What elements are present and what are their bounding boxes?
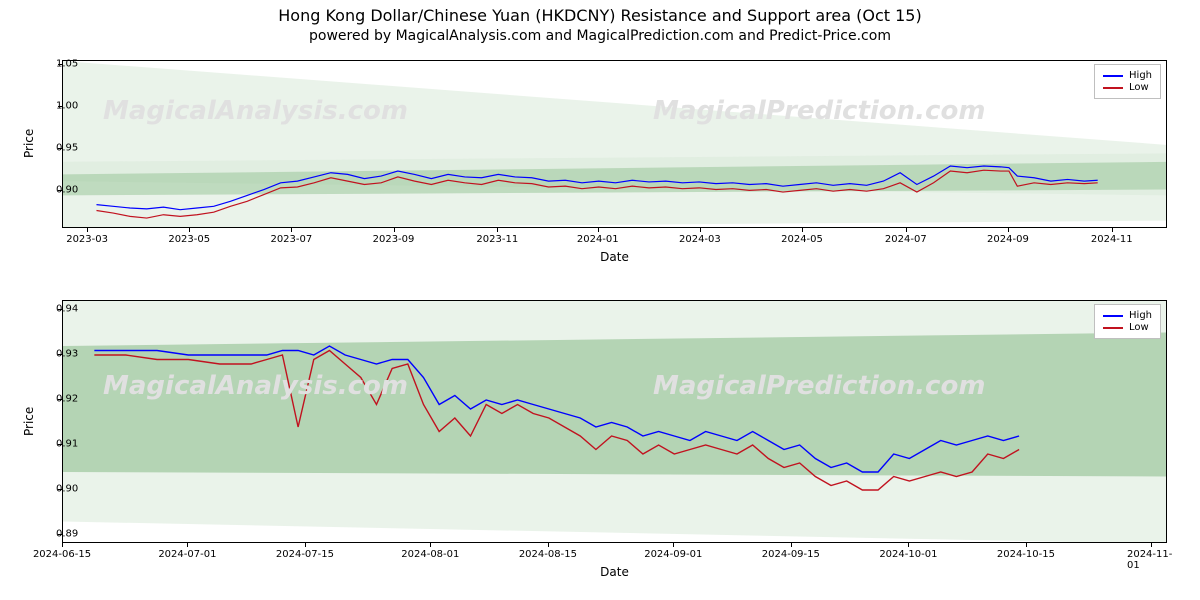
chart-title: Hong Kong Dollar/Chinese Yuan (HKDCNY) R… (0, 6, 1200, 25)
legend-swatch (1103, 327, 1123, 329)
legend: HighLow (1094, 304, 1161, 339)
xtick-label: 2023-11 (476, 234, 518, 245)
xtick-label: 2024-10-01 (879, 549, 937, 560)
legend-item: High (1103, 70, 1152, 81)
xtick-label: 2024-07 (885, 234, 927, 245)
xtick-label: 2023-09 (373, 234, 415, 245)
ylabel-bottom: Price (22, 406, 36, 435)
ylabel-top: Price (22, 129, 36, 158)
xtick-label: 2024-10-15 (997, 549, 1055, 560)
xtick-label: 2024-11 (1091, 234, 1133, 245)
legend-item: Low (1103, 82, 1152, 93)
xtick-label: 2024-11-01 (1127, 549, 1176, 571)
xtick-label: 2024-03 (679, 234, 721, 245)
xtick-label: 2024-09 (987, 234, 1029, 245)
xtick-label: 2024-08-15 (519, 549, 577, 560)
legend-label: High (1129, 310, 1152, 321)
xtick-label: 2024-08-01 (401, 549, 459, 560)
legend-swatch (1103, 87, 1123, 89)
legend-item: High (1103, 310, 1152, 321)
xtick-label: 2024-05 (781, 234, 823, 245)
plot-top (63, 61, 1167, 228)
xtick-label: 2024-09-01 (644, 549, 702, 560)
legend: HighLow (1094, 64, 1161, 99)
figure: Hong Kong Dollar/Chinese Yuan (HKDCNY) R… (0, 0, 1200, 600)
xlabel-bottom: Date (62, 565, 1167, 579)
legend-label: High (1129, 70, 1152, 81)
xtick-label: 2024-07-15 (276, 549, 334, 560)
xtick-label: 2024-01 (577, 234, 619, 245)
plot-bottom (63, 301, 1167, 543)
chart-subtitle: powered by MagicalAnalysis.com and Magic… (0, 28, 1200, 44)
panel-top: MagicalAnalysis.com MagicalPrediction.co… (62, 60, 1167, 228)
legend-item: Low (1103, 322, 1152, 333)
xtick-label: 2023-05 (168, 234, 210, 245)
legend-label: Low (1129, 322, 1149, 333)
xtick-label: 2023-03 (66, 234, 108, 245)
legend-swatch (1103, 75, 1123, 77)
xtick-label: 2023-07 (270, 234, 312, 245)
legend-label: Low (1129, 82, 1149, 93)
xtick-label: 2024-07-01 (158, 549, 216, 560)
xlabel-top: Date (62, 250, 1167, 264)
panel-bottom: MagicalAnalysis.com MagicalPrediction.co… (62, 300, 1167, 543)
xtick-label: 2024-09-15 (762, 549, 820, 560)
legend-swatch (1103, 315, 1123, 317)
xtick-label: 2024-06-15 (33, 549, 91, 560)
